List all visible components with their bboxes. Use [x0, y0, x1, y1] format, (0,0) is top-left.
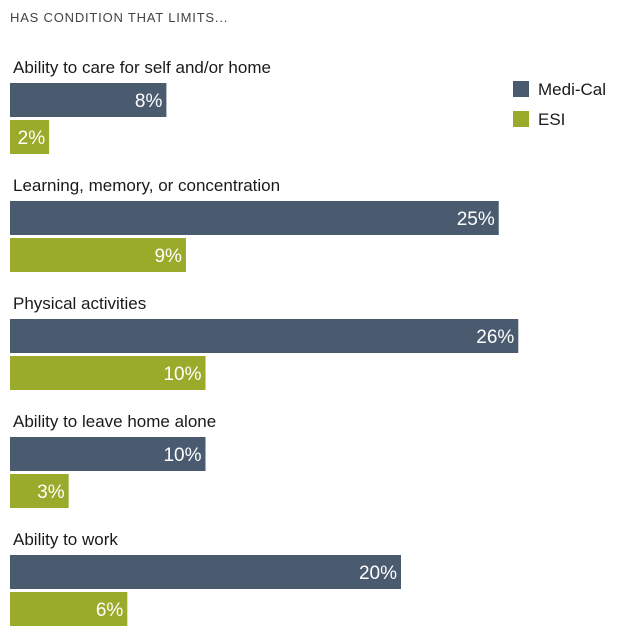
category-label: Learning, memory, or concentration	[13, 176, 280, 195]
medi-cal-bar	[10, 555, 401, 589]
esi-bar	[10, 356, 206, 390]
chart-subtitle: HAS CONDITION THAT LIMITS...	[10, 10, 229, 25]
esi-value-label: 6%	[96, 600, 124, 621]
medi-cal-value-label: 8%	[135, 91, 163, 112]
esi-bar	[10, 592, 128, 626]
legend-label-medi-cal: Medi-Cal	[538, 80, 606, 99]
esi-value-label: 2%	[18, 128, 46, 149]
esi-value-label: 3%	[37, 482, 65, 503]
esi-bar	[10, 120, 50, 154]
category-label: Ability to work	[13, 530, 118, 549]
medi-cal-bar	[10, 437, 206, 471]
medi-cal-bar	[10, 83, 167, 117]
legend-swatch-esi	[513, 111, 529, 127]
esi-value-label: 9%	[154, 246, 182, 267]
esi-value-label: 10%	[163, 364, 201, 385]
esi-bar	[10, 238, 186, 272]
medi-cal-value-label: 25%	[457, 209, 495, 230]
legend-swatch-medi-cal	[513, 81, 529, 97]
category-label: Physical activities	[13, 294, 146, 313]
medi-cal-value-label: 26%	[476, 327, 514, 348]
medi-cal-value-label: 20%	[359, 563, 397, 584]
category-label: Ability to leave home alone	[13, 412, 216, 431]
medi-cal-bar	[10, 201, 499, 235]
esi-bar	[10, 474, 69, 508]
medi-cal-value-label: 10%	[163, 445, 201, 466]
category-label: Ability to care for self and/or home	[13, 58, 271, 77]
legend-label-esi: ESI	[538, 110, 565, 129]
medi-cal-bar	[10, 319, 519, 353]
